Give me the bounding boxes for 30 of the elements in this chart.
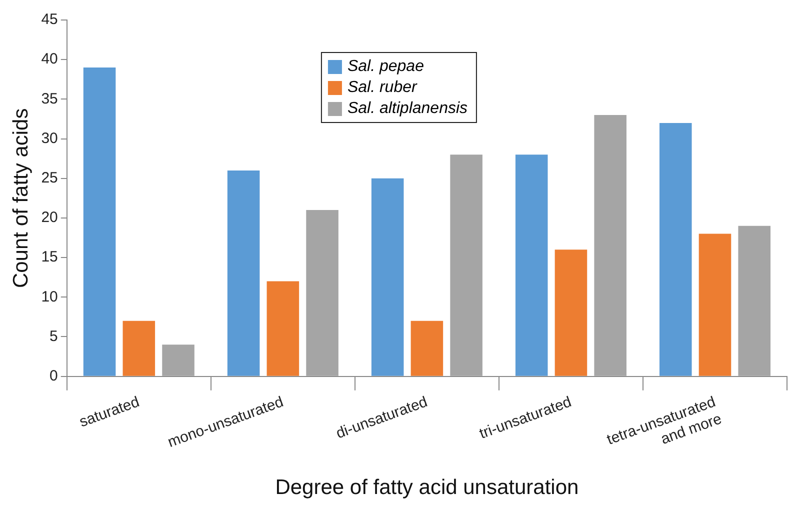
y-tick-label: 20	[41, 209, 58, 226]
y-tick-label: 45	[41, 11, 58, 28]
y-tick-label: 15	[41, 248, 58, 266]
y-axis-title: Count of fatty acids	[9, 108, 32, 288]
y-tick-label: 40	[41, 50, 58, 68]
bar	[554, 250, 588, 376]
y-tick-label: 30	[41, 130, 58, 147]
bar	[659, 122, 692, 376]
bar	[698, 234, 732, 376]
bar	[227, 170, 260, 376]
bar	[410, 320, 444, 376]
bar	[450, 154, 482, 376]
bar	[594, 115, 626, 376]
bar	[266, 281, 300, 376]
y-tick-label: 25	[41, 170, 58, 187]
x-axis-title: Degree of fatty acid unsaturation	[275, 476, 579, 500]
y-tick-label: 10	[41, 288, 58, 306]
bar	[371, 178, 404, 376]
legend-label: Sal. altiplanensis	[347, 99, 468, 119]
y-tick-label: 35	[41, 90, 58, 108]
bar	[515, 154, 548, 376]
bar	[83, 68, 116, 376]
bar	[738, 226, 770, 376]
bar	[306, 210, 338, 376]
y-tick-label: 5	[50, 328, 58, 345]
legend-label: Sal. ruber	[347, 78, 417, 98]
bar	[162, 344, 194, 376]
legend-label: Sal. pepae	[347, 57, 424, 77]
y-tick-label: 0	[50, 367, 58, 384]
bar	[122, 320, 156, 376]
